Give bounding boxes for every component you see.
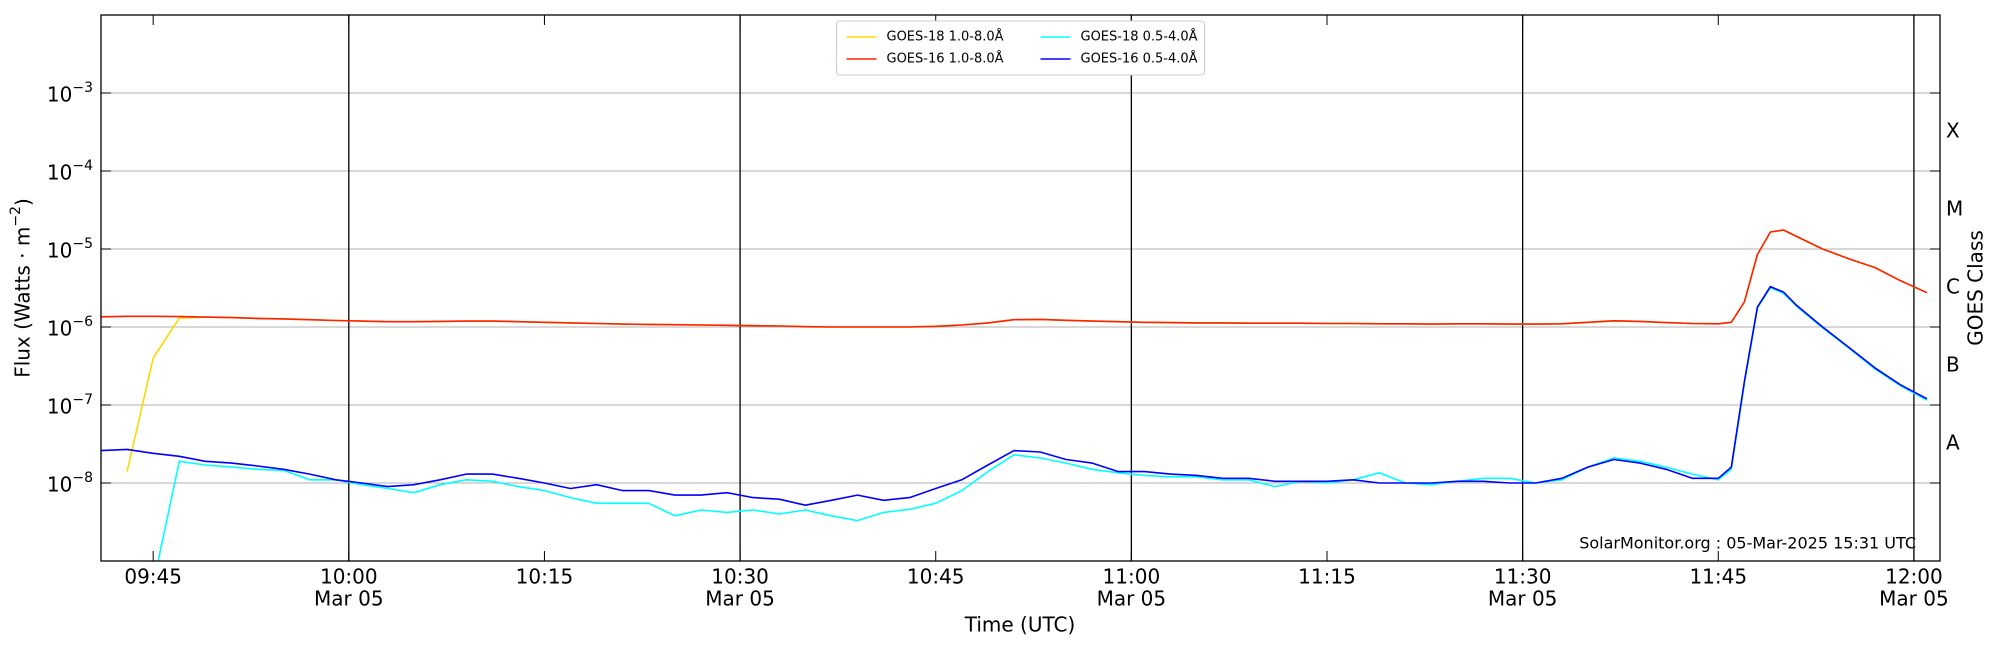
- legend-label: GOES-18 0.5-4.0Å: [1081, 29, 1198, 45]
- y-tick-label: 10−8: [47, 470, 93, 497]
- y-tick-label: 10−6: [47, 314, 93, 341]
- x-tick-label: 10:15: [516, 565, 574, 589]
- y2-tick-label: C: [1946, 275, 1960, 299]
- x-tick-date: Mar 05: [1879, 587, 1949, 611]
- y2-tick-label: M: [1946, 197, 1963, 221]
- y2-tick-label: B: [1946, 353, 1960, 377]
- x-tick-date: Mar 05: [314, 587, 384, 611]
- x-tick-label: 10:30: [711, 565, 769, 589]
- x-tick-date: Mar 05: [1488, 587, 1558, 611]
- legend-label: GOES-16 1.0-8.0Å: [887, 51, 1004, 67]
- y-tick-label: 10−7: [47, 392, 93, 419]
- y2-axis-label: GOES Class: [1964, 230, 1988, 346]
- series-line: [126, 229, 1928, 472]
- y-axis-label: Flux (Watts · m−2): [8, 198, 35, 378]
- legend-label: GOES-18 1.0-8.0Å: [887, 29, 1004, 45]
- legend-box: [836, 20, 1205, 76]
- x-tick-label: 10:45: [907, 565, 965, 589]
- y-tick-label: 10−4: [47, 158, 93, 185]
- x-tick-label: 11:30: [1494, 565, 1552, 589]
- legend-label: GOES-16 0.5-4.0Å: [1081, 51, 1198, 67]
- series-line: [157, 286, 1928, 561]
- plot-frame: [100, 14, 1941, 562]
- x-tick-label: 11:45: [1689, 565, 1747, 589]
- series-line: [101, 285, 1928, 506]
- x-tick-label: 11:15: [1298, 565, 1356, 589]
- y2-tick-label: X: [1946, 119, 1960, 143]
- x-axis-label: Time (UTC): [964, 613, 1076, 637]
- x-tick-label: 12:00: [1885, 565, 1943, 589]
- x-tick-label: 10:00: [320, 565, 378, 589]
- series-line: [101, 229, 1928, 328]
- plot-area: [101, 229, 1928, 561]
- x-tick-label: 11:00: [1103, 565, 1161, 589]
- annotation: SolarMonitor.org : 05-Mar-2025 15:31 UTC: [1579, 534, 1916, 553]
- y-tick-label: 10−3: [47, 80, 93, 107]
- x-tick-date: Mar 05: [1097, 587, 1167, 611]
- x-tick-date: Mar 05: [705, 587, 775, 611]
- y2-tick-label: A: [1946, 431, 1960, 455]
- y-tick-label: 10−5: [47, 236, 93, 263]
- x-tick-label: 09:45: [124, 565, 182, 589]
